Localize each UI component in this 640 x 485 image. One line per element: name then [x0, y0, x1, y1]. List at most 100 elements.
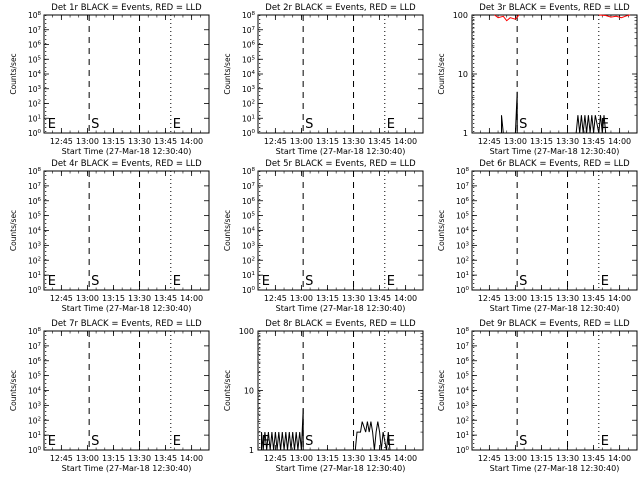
y-tick-label: 10 — [458, 70, 468, 79]
marker-label: E — [173, 117, 181, 132]
x-axis-label: Start Time (27-Mar-18 12:30:40) — [490, 304, 620, 313]
x-tick-label: 12:45 — [478, 137, 501, 146]
chart-title: Det 3r BLACK = Events, RED = LLD — [479, 3, 630, 13]
chart-panel: Det 5r BLACK = Events, RED = LLD 100 101 10… — [223, 159, 424, 313]
marker-label: E — [48, 117, 56, 132]
x-axis-label: Start Time (27-Mar-18 12:30:40) — [276, 464, 406, 473]
y-axis-label: Counts/sec — [9, 210, 18, 251]
marker-label: S — [91, 434, 99, 449]
x-tick-label: 14:00 — [180, 294, 203, 303]
y-tick-label: 106 — [28, 41, 42, 50]
y-tick-label: 105 — [456, 212, 470, 221]
y-tick-label: 108 — [242, 11, 256, 20]
x-tick-label: 13:00 — [76, 454, 99, 463]
x-tick-label: 12:45 — [50, 294, 73, 303]
x-tick-label: 13:15 — [530, 137, 553, 146]
marker-label: E — [262, 274, 270, 289]
x-tick-label: 13:15 — [316, 454, 339, 463]
y-axis-label: Counts/sec — [437, 53, 446, 94]
lld-series-line — [598, 14, 631, 19]
x-tick-label: 13:45 — [368, 137, 391, 146]
x-axis-label: Start Time (27-Mar-18 12:30:40) — [490, 147, 620, 156]
marker-label: E — [48, 274, 56, 289]
x-tick-label: 14:00 — [394, 137, 417, 146]
plot-frame — [43, 14, 210, 134]
y-tick-label: 103 — [28, 85, 42, 94]
x-axis-label: Start Time (27-Mar-18 12:30:40) — [62, 147, 192, 156]
y-tick-label: 101 — [28, 271, 41, 280]
chart-title: Det 8r BLACK = Events, RED = LLD — [265, 319, 416, 329]
marker-label: S — [305, 117, 313, 132]
marker-label: E — [48, 434, 56, 449]
y-tick-label: 101 — [242, 271, 255, 280]
x-tick-label: 13:30 — [128, 294, 151, 303]
y-tick-label: 105 — [242, 212, 256, 221]
x-tick-label: 13:15 — [102, 137, 125, 146]
y-tick-label: 104 — [456, 227, 470, 236]
x-tick-label: 13:15 — [102, 294, 125, 303]
y-tick-label: 101 — [456, 431, 469, 440]
marker-label: E — [601, 274, 609, 289]
y-tick-label: 107 — [456, 182, 470, 191]
x-axis-label: Start Time (27-Mar-18 12:30:40) — [276, 147, 406, 156]
y-tick-label: 108 — [28, 167, 42, 176]
marker-label: E — [173, 274, 181, 289]
y-tick-label: 102 — [456, 256, 469, 265]
x-tick-label: 13:00 — [504, 454, 527, 463]
x-tick-label: 12:45 — [264, 454, 287, 463]
x-tick-label: 13:00 — [290, 454, 313, 463]
x-tick-label: 13:15 — [530, 454, 553, 463]
y-tick-label: 104 — [28, 387, 42, 396]
chart-panel: Det 7r BLACK = Events, RED = LLD 100 101 10… — [9, 319, 210, 473]
y-tick-label: 103 — [242, 241, 256, 250]
y-tick-label: 100 — [28, 286, 42, 295]
y-tick-label: 1 — [463, 129, 468, 138]
y-tick-label: 102 — [28, 256, 41, 265]
y-tick-label: 102 — [28, 416, 41, 425]
y-tick-label: 108 — [242, 167, 256, 176]
chart-panel: Det 8r BLACK = Events, RED = LLD 1 10 100 Co… — [223, 319, 424, 473]
y-tick-label: 107 — [28, 26, 42, 35]
plot-frame — [471, 330, 638, 451]
x-tick-label: 13:30 — [128, 137, 151, 146]
x-tick-label: 14:00 — [180, 454, 203, 463]
y-tick-label: 107 — [28, 342, 42, 351]
marker-label: S — [305, 434, 313, 449]
y-tick-label: 102 — [242, 100, 255, 109]
marker-label: S — [519, 434, 527, 449]
x-tick-label: 12:45 — [264, 137, 287, 146]
y-tick-label: 100 — [239, 327, 254, 336]
y-tick-label: 103 — [242, 85, 256, 94]
y-tick-label: 104 — [242, 70, 256, 79]
x-tick-label: 13:15 — [102, 454, 125, 463]
y-tick-label: 102 — [242, 256, 255, 265]
y-tick-label: 103 — [28, 241, 42, 250]
marker-label: E — [387, 274, 395, 289]
x-tick-label: 14:00 — [608, 294, 631, 303]
x-tick-label: 13:15 — [316, 294, 339, 303]
y-tick-label: 107 — [28, 182, 42, 191]
x-axis-label: Start Time (27-Mar-18 12:30:40) — [276, 304, 406, 313]
marker-label: E — [387, 434, 395, 449]
plot-frame — [471, 14, 638, 134]
y-axis-label: Counts/sec — [9, 370, 18, 411]
x-tick-label: 13:15 — [316, 137, 339, 146]
x-tick-label: 13:00 — [504, 137, 527, 146]
y-tick-label: 100 — [456, 286, 470, 295]
y-tick-label: 10 — [244, 387, 254, 396]
y-tick-label: 106 — [242, 197, 256, 206]
x-tick-label: 13:30 — [342, 294, 365, 303]
y-tick-label: 108 — [28, 327, 42, 336]
x-tick-label: 12:45 — [50, 454, 73, 463]
x-tick-label: 14:00 — [608, 454, 631, 463]
chart-panel: Det 3r BLACK = Events, RED = LLD 1 10 100 Co… — [437, 3, 638, 156]
x-tick-label: 13:30 — [556, 454, 579, 463]
x-axis-label: Start Time (27-Mar-18 12:30:40) — [62, 464, 192, 473]
y-tick-label: 103 — [28, 401, 42, 410]
chart-panel: Det 9r BLACK = Events, RED = LLD 100 101 10… — [437, 319, 638, 473]
chart-panel: Det 2r BLACK = Events, RED = LLD 100 101 10… — [223, 3, 424, 156]
y-axis-label: Counts/sec — [437, 210, 446, 251]
x-tick-label: 13:15 — [530, 294, 553, 303]
